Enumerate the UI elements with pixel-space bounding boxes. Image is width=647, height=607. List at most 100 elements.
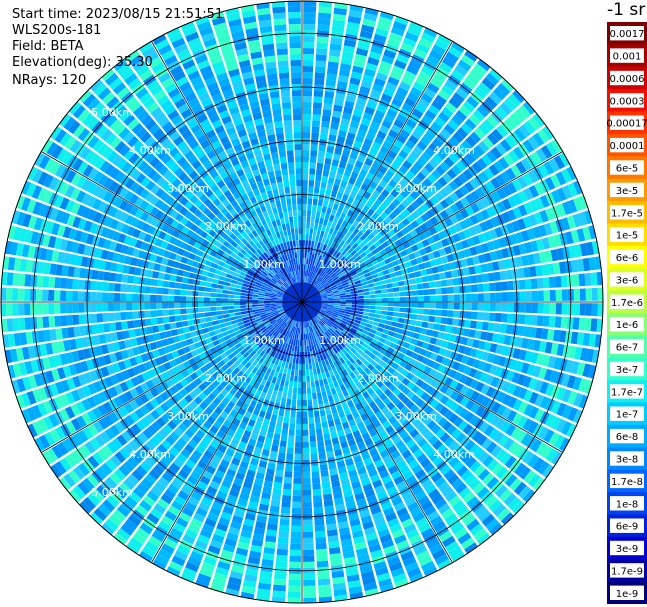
nrays-text: NRays: 120: [12, 73, 87, 88]
colorbar-label: 6e-7: [616, 343, 639, 354]
data-ray: [321, 307, 594, 395]
data-ray: [256, 1, 300, 283]
ring-label-layer: 1.00km 1.00km 1.00km 1.00km 2.00km 2.00km 2.00…: [91, 106, 475, 499]
colorbar-label: 1e-6: [616, 320, 639, 331]
data-ray: [166, 26, 294, 285]
data-ray: [10, 307, 283, 395]
data-ray: [287, 322, 302, 603]
data-ray: [316, 100, 536, 290]
colorbar-label: 0.0006: [610, 74, 645, 85]
colorbar-label: 1e-8: [616, 499, 639, 510]
colorbar-entry: 0.0001: [607, 133, 647, 157]
colorbar: 0.0017 0.001 0.0006 0.0003 0.00017 0.0001 6e-5…: [607, 22, 647, 604]
ring-label: 3.00km: [167, 410, 209, 423]
colorbar-label: 6e-5: [616, 164, 639, 175]
colorbar-label: 1.7e-6: [611, 298, 643, 309]
ring-label: 2.00km: [357, 220, 399, 233]
data-ray: [309, 320, 424, 584]
data-ray: [306, 6, 379, 283]
azimuth-spoke: [151, 301, 303, 563]
data-ray: [311, 319, 452, 571]
colorbar-label: 0.0001: [610, 141, 645, 152]
range-grid: [0, 0, 604, 604]
colorbar-entry: 1e-7: [607, 402, 647, 426]
data-ray: [316, 314, 536, 504]
data-ray: [1, 304, 283, 348]
data-ray: [308, 320, 409, 589]
data-ray: [152, 33, 293, 285]
ring-label: 5.00km: [91, 486, 133, 499]
data-ray: [321, 303, 603, 333]
instrument-name: WLS200s-181: [12, 23, 102, 38]
colorbar-label: 1.7e-7: [611, 387, 643, 398]
data-ray: [321, 240, 601, 299]
data-ray: [15, 308, 284, 409]
colorbar-entry: 3e-6: [607, 268, 647, 292]
data-ray: [20, 180, 284, 295]
colorbar-entry: 1.7e-6: [607, 290, 647, 314]
data-ray: [271, 321, 301, 603]
data-ray: [307, 10, 395, 283]
data-ray: [312, 41, 466, 286]
ring-label: 2.00km: [357, 372, 399, 385]
azimuth-spoke: [301, 301, 563, 453]
colorbar-entry: 6e-9: [607, 514, 647, 538]
colorbar-label: 1e-9: [616, 589, 639, 600]
colorbar-entry: 3e-9: [607, 536, 647, 560]
azimuth-spoke: [301, 41, 453, 303]
data-ray: [240, 321, 299, 601]
colorbar-label: 1e-7: [616, 410, 639, 421]
ring-label: 3.00km: [167, 182, 209, 195]
data-ray: [195, 15, 296, 284]
ring-label: 1.00km: [319, 258, 361, 271]
colorbar-entry: 3e-7: [607, 357, 647, 381]
data-ray: [225, 321, 298, 598]
data-ray: [319, 310, 578, 438]
data-ray: [89, 78, 289, 288]
colorbar-entry: 1e-5: [607, 223, 647, 247]
data-ray: [68, 314, 288, 504]
colorbar-label: 0.001: [613, 52, 642, 63]
data-ray: [209, 10, 297, 283]
ring-label: 2.00km: [205, 220, 247, 233]
field-text: Field: BETA: [12, 39, 84, 54]
colorbar-entry: 6e-8: [607, 424, 647, 448]
data-ray: [307, 321, 395, 594]
data-ray: [78, 315, 288, 515]
ring-label: 4.00km: [129, 448, 171, 461]
data-ray: [320, 309, 584, 424]
ring-label: 5.00km: [91, 106, 133, 119]
colorbar-label: 6e-6: [616, 253, 639, 264]
data-ray: [321, 306, 598, 379]
colorbar-entry: 6e-6: [607, 245, 647, 269]
colorbar-label: 1e-5: [616, 231, 639, 242]
data-ray: [305, 3, 364, 283]
data-ray: [6, 306, 283, 379]
data-ray: [303, 1, 333, 283]
ring-label: 3.00km: [395, 410, 437, 423]
data-ray: [318, 125, 555, 291]
azimuth-spoke: [41, 151, 303, 303]
data-ray: [322, 302, 603, 317]
colorbar-entry: 1.7e-7: [607, 380, 647, 404]
data-ray: [309, 20, 424, 284]
data-ray: [318, 138, 563, 292]
ray-data-layer: [1, 1, 603, 603]
colorbar-label: 0.0003: [610, 96, 645, 107]
data-ray: [317, 313, 546, 491]
azimuth-spoke: [41, 301, 303, 453]
colorbar-label: 3e-5: [616, 186, 639, 197]
colorbar-entry: 1e-9: [607, 581, 647, 604]
azimuth-spoke: [301, 151, 563, 303]
start-time-text: Start time: 2023/08/15 21:51:51: [12, 7, 224, 22]
data-ray: [195, 320, 296, 589]
data-ray: [100, 68, 290, 288]
data-ray: [306, 321, 379, 598]
colorbar-entry: 1.7e-8: [607, 469, 647, 493]
colorbar-label: 0.00017: [607, 119, 647, 130]
data-ray: [322, 287, 603, 302]
data-ray: [321, 271, 603, 301]
colorbar-label: 3e-7: [616, 365, 639, 376]
data-ray: [15, 195, 284, 296]
colorbar-entry: 0.0006: [607, 66, 647, 90]
